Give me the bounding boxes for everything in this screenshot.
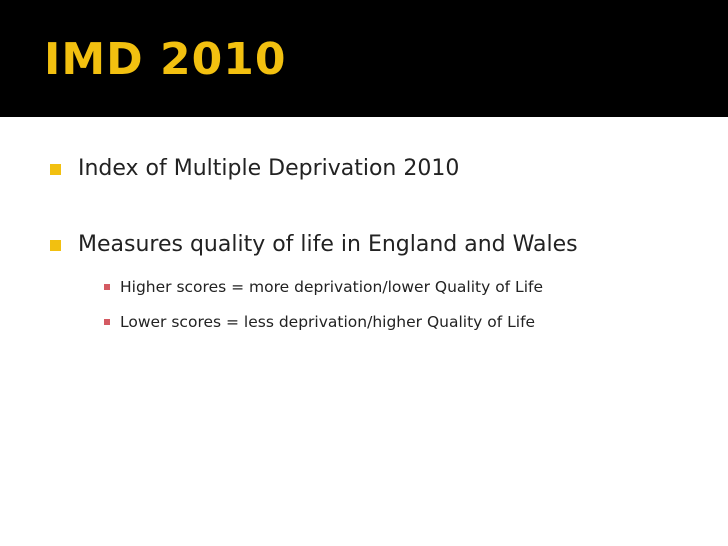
slide-title: IMD 2010 (44, 34, 287, 85)
bullet-item: Measures quality of life in England and … (50, 230, 578, 260)
sub-bullet-text: Higher scores = more deprivation/lower Q… (120, 278, 543, 296)
sub-bullet-item: Lower scores = less deprivation/higher Q… (104, 311, 535, 333)
sub-bullet-square-icon (104, 284, 110, 290)
bullet-item: Index of Multiple Deprivation 2010 (50, 154, 459, 184)
sub-bullet-square-icon (104, 319, 110, 325)
bullet-square-icon (50, 239, 61, 251)
title-bar: IMD 2010 (0, 0, 728, 117)
bullet-text: Index of Multiple Deprivation 2010 (78, 156, 460, 181)
sub-bullet-item: Higher scores = more deprivation/lower Q… (104, 276, 543, 298)
bullet-square-icon (50, 163, 61, 175)
sub-bullet-text: Lower scores = less deprivation/higher Q… (120, 313, 536, 331)
bullet-text: Measures quality of life in England and … (78, 232, 578, 257)
